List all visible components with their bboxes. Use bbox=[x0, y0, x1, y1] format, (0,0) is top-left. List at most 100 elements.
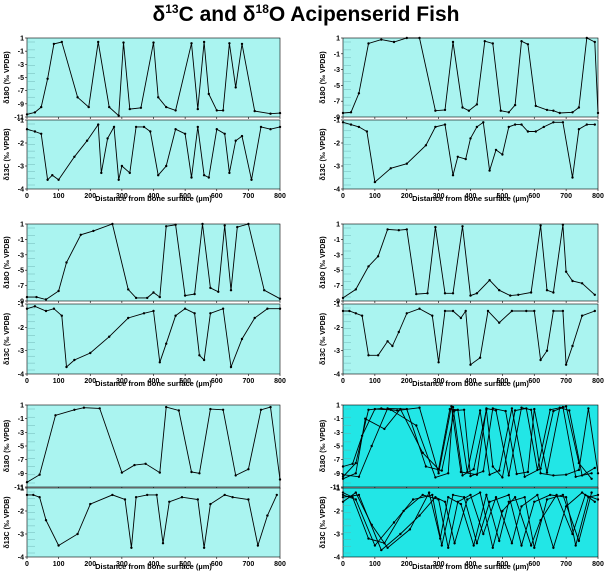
data-point bbox=[437, 472, 440, 475]
data-point bbox=[161, 542, 165, 545]
data-point bbox=[223, 224, 226, 227]
data-point bbox=[491, 546, 494, 549]
data-point bbox=[464, 309, 467, 313]
data-point bbox=[491, 465, 494, 468]
data-point bbox=[498, 321, 501, 324]
data-point bbox=[539, 358, 542, 362]
y-tick-label: -3 bbox=[18, 430, 24, 437]
y-axis-label: δ13C (‰ VPDB) bbox=[320, 496, 327, 548]
panel-d13c: -1 -2 -3 -4 δ13C (‰ VPDB) 0 100 200 300 400 500 600… bbox=[4, 486, 286, 572]
data-point bbox=[127, 316, 130, 320]
data-point bbox=[360, 314, 364, 317]
y-axis-label: δ13C (‰ VPDB) bbox=[320, 128, 327, 180]
y-tick-label: -1 bbox=[334, 302, 340, 309]
data-point bbox=[127, 288, 130, 291]
data-point bbox=[485, 493, 488, 497]
data-point bbox=[482, 121, 485, 124]
series-line bbox=[343, 308, 595, 366]
data-point bbox=[418, 307, 421, 310]
data-point bbox=[552, 291, 555, 294]
data-point bbox=[536, 493, 539, 497]
data-point bbox=[447, 546, 450, 549]
x-tick-label: 600 bbox=[211, 378, 223, 385]
x-tick-label: 100 bbox=[53, 193, 65, 200]
x-tick-label: 100 bbox=[369, 378, 381, 385]
data-point bbox=[217, 290, 220, 293]
data-point bbox=[561, 309, 565, 313]
data-point bbox=[539, 467, 542, 470]
data-point bbox=[229, 289, 233, 292]
data-point bbox=[341, 475, 345, 478]
data-point bbox=[415, 292, 418, 296]
y-tick-label: -2 bbox=[334, 509, 340, 516]
panel-d18o: 1 -1 -3 -5 -7 -9 δ18O (‰ VPDB) bbox=[320, 36, 600, 122]
data-point bbox=[590, 491, 593, 494]
data-point bbox=[539, 224, 542, 227]
x-tick-label: 300 bbox=[116, 193, 128, 200]
data-point bbox=[533, 407, 536, 411]
data-point bbox=[250, 178, 253, 181]
x-tick-label: 0 bbox=[25, 561, 29, 568]
data-point bbox=[386, 340, 389, 343]
data-point bbox=[580, 314, 584, 317]
data-point bbox=[25, 307, 29, 310]
data-point bbox=[498, 289, 501, 292]
series-line bbox=[342, 405, 592, 480]
data-point bbox=[386, 407, 389, 410]
y-axis-label: δ13C (‰ VPDB) bbox=[4, 496, 11, 548]
x-axis-label: Distance from bone surface (µm) bbox=[95, 562, 212, 571]
data-point bbox=[223, 132, 226, 135]
plot-area bbox=[342, 37, 599, 118]
data-point bbox=[278, 125, 282, 129]
data-point bbox=[478, 409, 482, 412]
x-tick-label: 600 bbox=[528, 193, 540, 200]
data-point bbox=[533, 309, 536, 313]
data-point bbox=[574, 475, 577, 478]
data-point bbox=[488, 169, 491, 172]
data-point bbox=[57, 544, 60, 547]
data-point bbox=[259, 125, 263, 129]
data-point bbox=[196, 498, 199, 501]
x-tick-label: 100 bbox=[369, 561, 381, 568]
data-point bbox=[367, 42, 370, 45]
data-point bbox=[142, 312, 146, 315]
data-point bbox=[472, 544, 475, 547]
y-tick-label: -7 bbox=[334, 457, 340, 464]
data-point bbox=[193, 292, 196, 296]
y-tick-label: -7 bbox=[18, 283, 24, 290]
data-point bbox=[152, 291, 155, 294]
y-tick-label: -1 bbox=[18, 49, 24, 56]
data-point bbox=[469, 493, 472, 497]
data-point bbox=[451, 174, 455, 177]
data-point bbox=[152, 309, 155, 313]
y-tick-label: -1 bbox=[334, 416, 340, 423]
data-point bbox=[405, 162, 408, 165]
data-point bbox=[574, 544, 577, 547]
x-tick-label: 700 bbox=[243, 193, 255, 200]
data-point bbox=[198, 472, 201, 475]
data-point bbox=[354, 312, 357, 315]
data-point bbox=[451, 292, 455, 295]
data-point bbox=[376, 354, 380, 357]
data-point bbox=[561, 121, 565, 124]
data-point bbox=[76, 96, 79, 99]
data-point bbox=[593, 466, 596, 470]
data-point bbox=[475, 125, 479, 129]
data-point bbox=[253, 316, 256, 320]
x-tick-label: 400 bbox=[148, 561, 160, 568]
y-tick-label: -2 bbox=[18, 325, 24, 332]
data-point bbox=[134, 296, 138, 300]
data-point bbox=[418, 514, 421, 517]
data-point bbox=[269, 405, 272, 409]
data-point bbox=[426, 292, 429, 295]
data-point bbox=[440, 544, 443, 547]
x-tick-label: 0 bbox=[341, 193, 345, 200]
data-point bbox=[221, 307, 225, 310]
data-point bbox=[459, 316, 463, 320]
data-point bbox=[357, 125, 361, 129]
y-tick-label: -9 bbox=[18, 101, 24, 108]
data-point bbox=[434, 109, 437, 112]
